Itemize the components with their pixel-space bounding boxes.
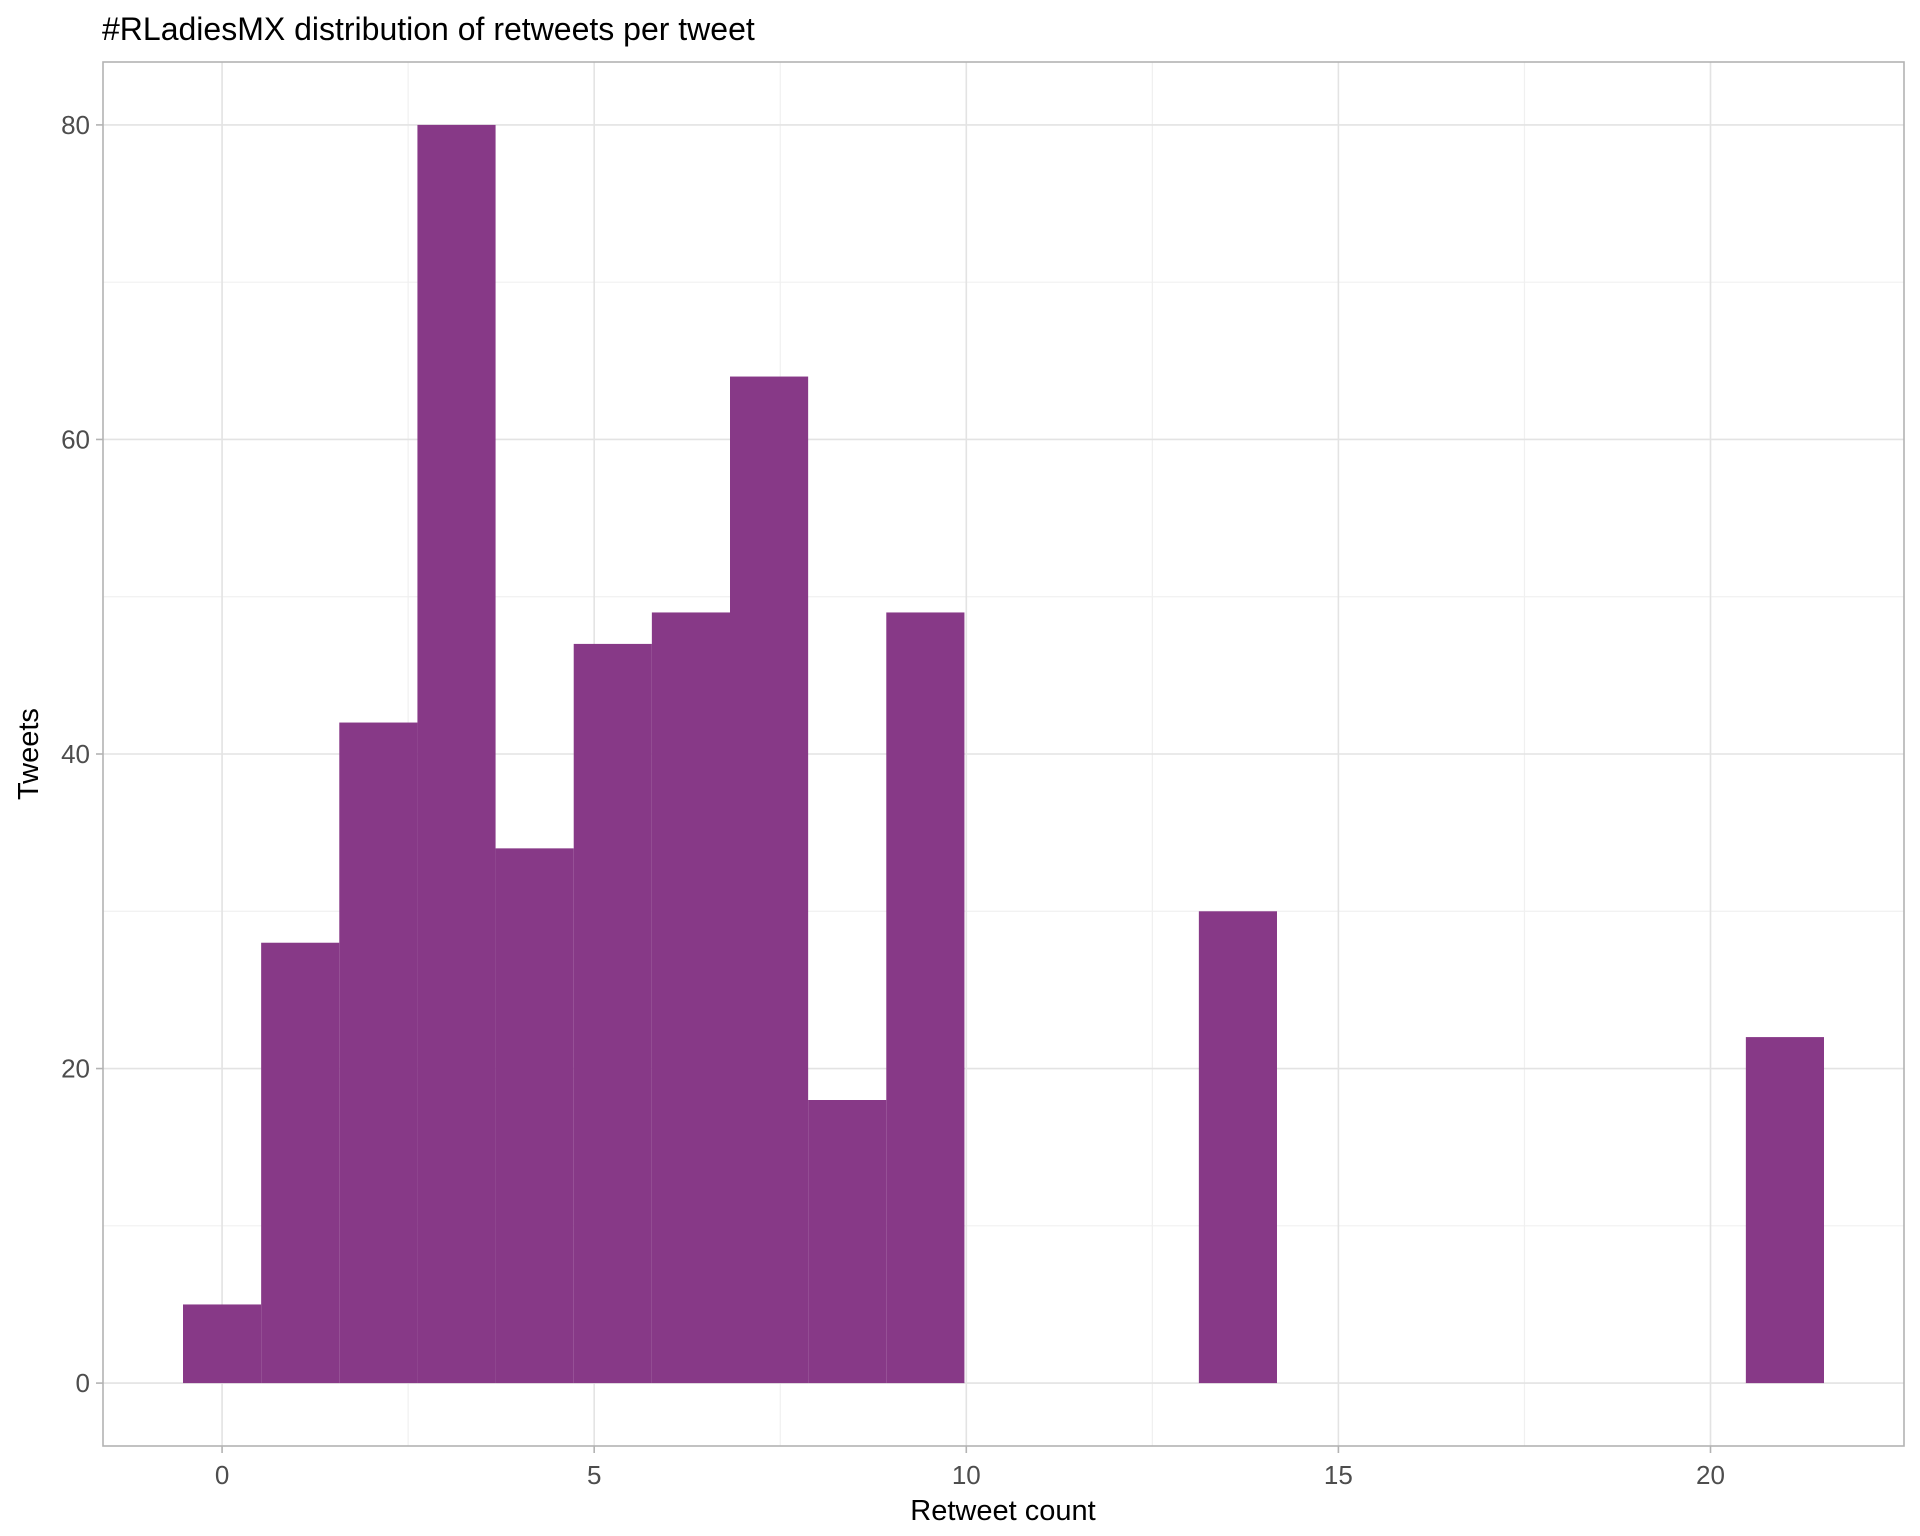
x-tick-label: 5 [587,1460,601,1490]
y-axis-title: Tweets [13,708,45,800]
y-axis: 0 20 40 60 80 [61,110,103,1398]
y-tick-label: 40 [61,739,90,769]
histogram-bar [730,376,809,1384]
x-tick-label: 20 [1696,1460,1725,1490]
histogram-bar [339,722,418,1384]
histogram-bars [183,124,1824,1384]
y-tick-label: 80 [61,110,90,140]
x-tick-label: 10 [952,1460,981,1490]
y-tick-label: 60 [61,424,90,454]
y-tick-label: 20 [61,1054,90,1084]
histogram-bar [573,643,652,1384]
x-tick-label: 0 [215,1460,229,1490]
histogram-bar [886,612,965,1384]
y-tick-label: 0 [76,1368,90,1398]
x-tick-label: 15 [1324,1460,1353,1490]
histogram-bar [1198,911,1277,1384]
histogram-bar [495,848,574,1384]
x-axis-title: Retweet count [910,1495,1095,1527]
histogram-bar [808,1100,887,1384]
x-axis: 0 5 10 15 20 [215,1446,1725,1490]
histogram-bar [417,124,496,1384]
histogram-bar [1745,1037,1824,1384]
chart-title: #RLadiesMX distribution of retweets per … [102,11,755,47]
histogram-bar [651,612,731,1384]
histogram-bar [261,942,340,1384]
histogram-bar [183,1304,262,1384]
